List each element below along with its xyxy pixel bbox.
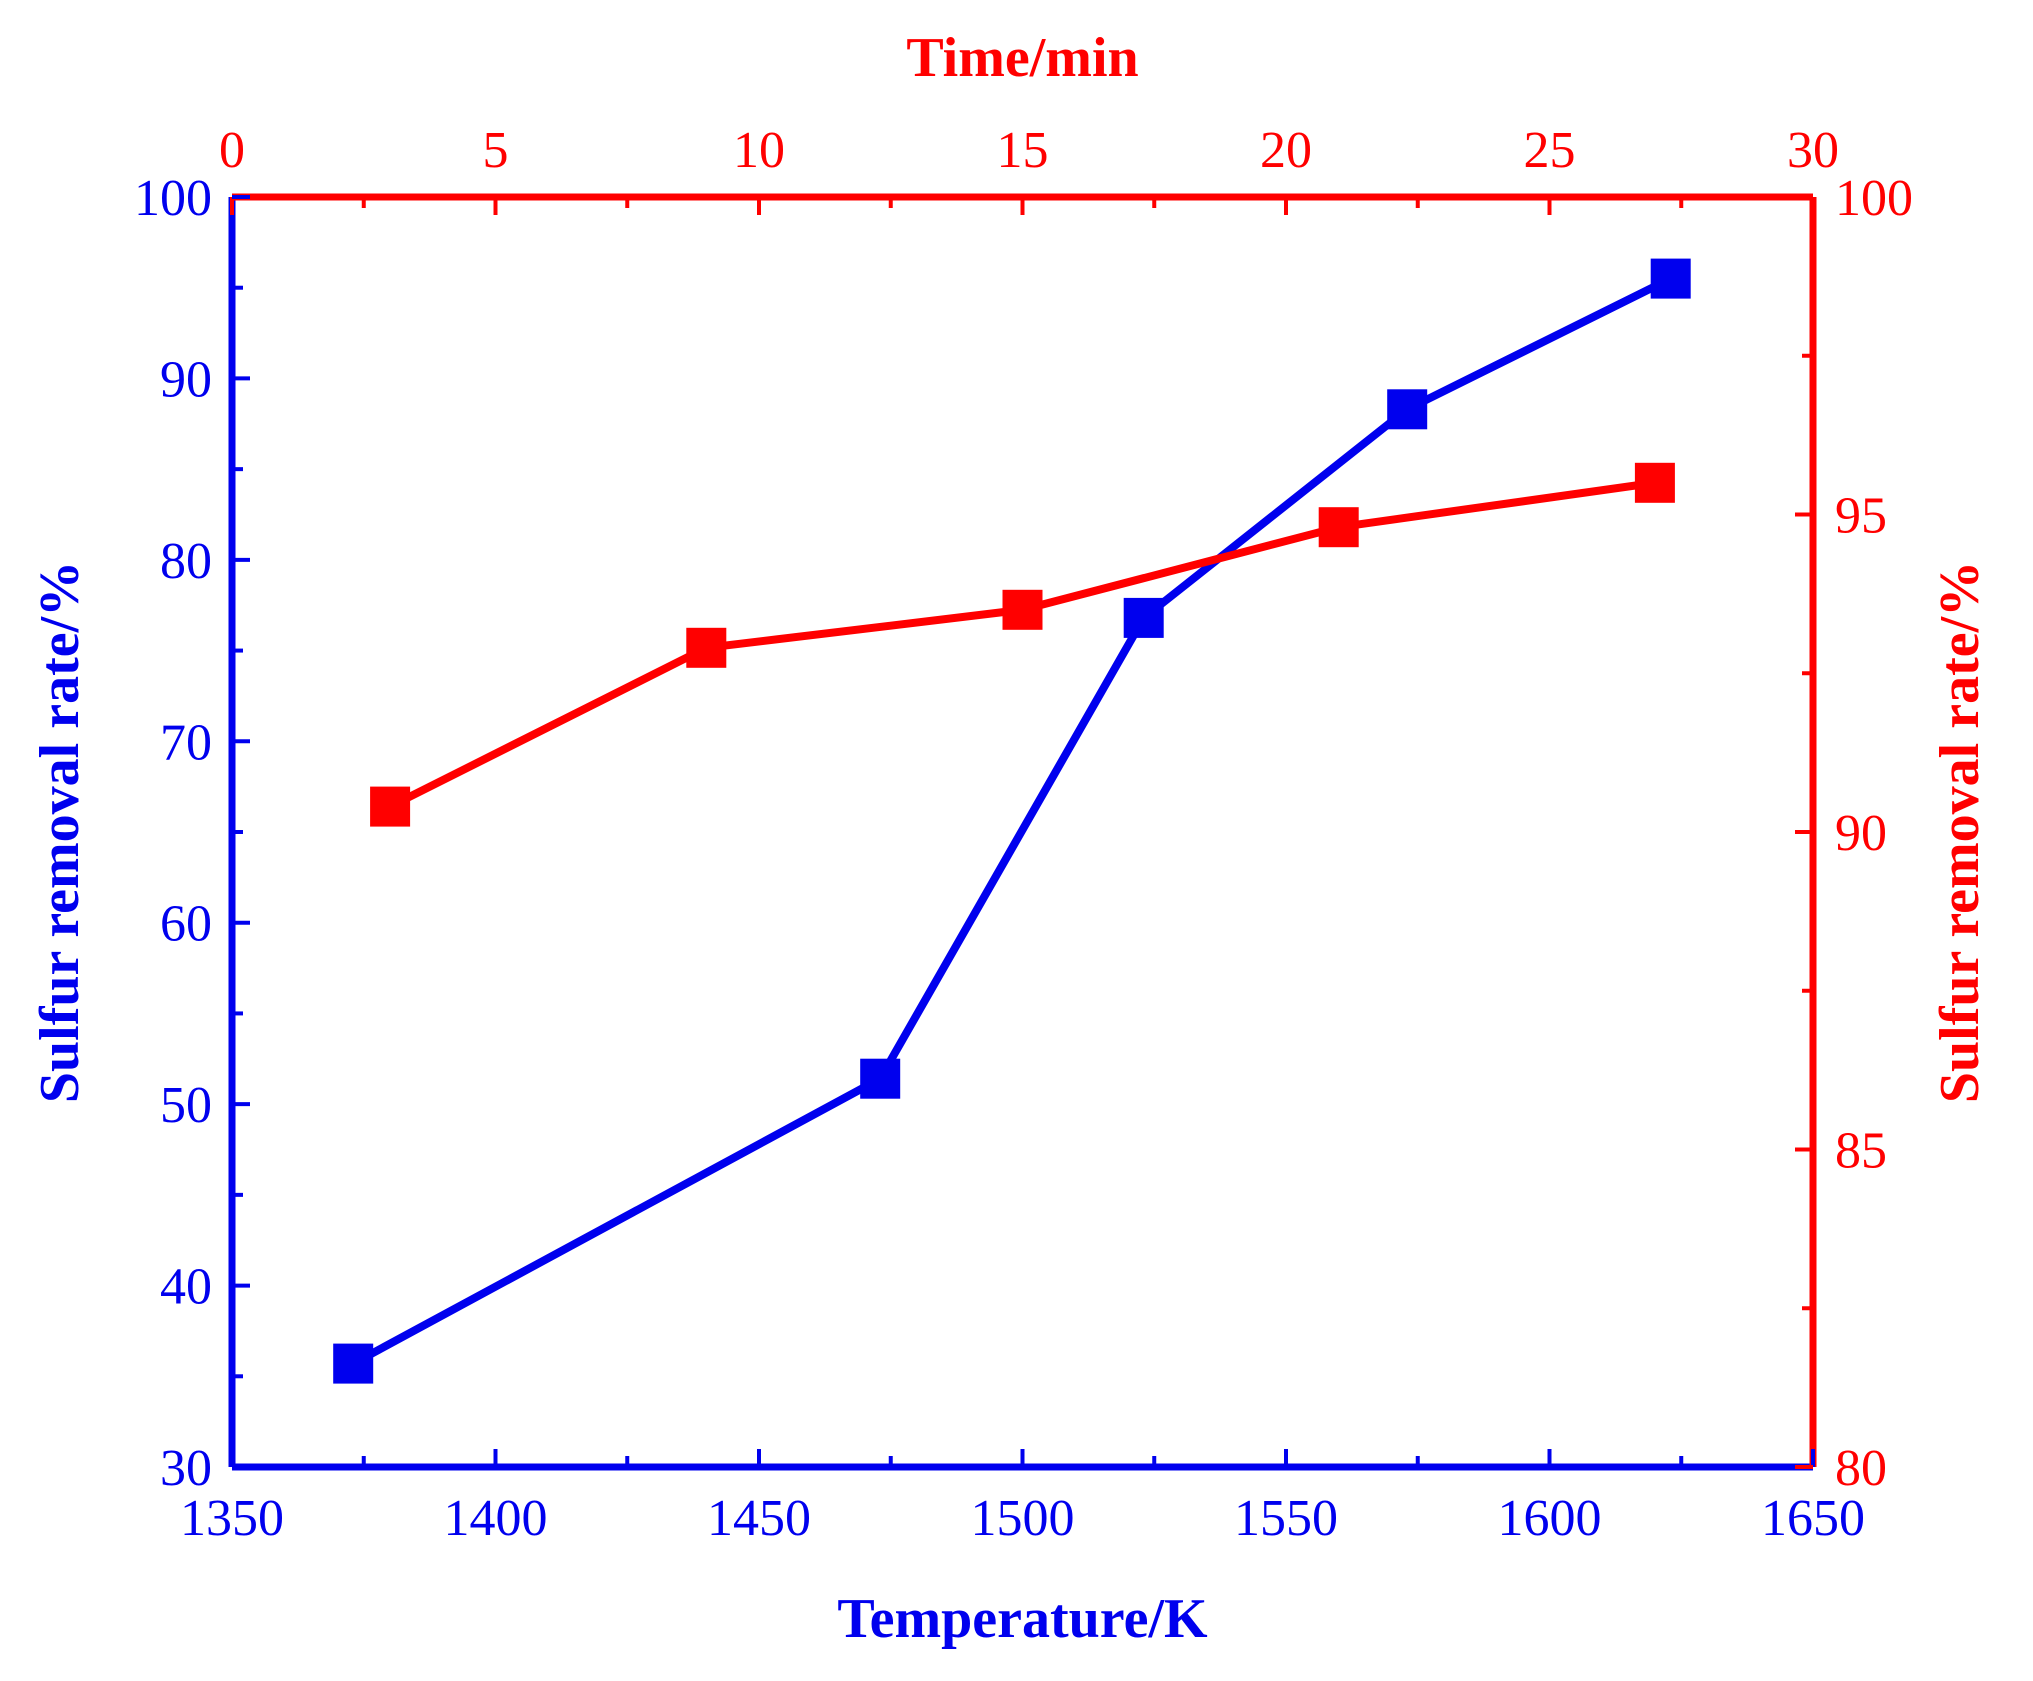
x-top-tick-label: 10: [733, 122, 785, 179]
y-right-tick-label: 85: [1835, 1123, 1887, 1180]
time-data-point: [1002, 589, 1043, 630]
x-bottom-tick-label: 1600: [1498, 1490, 1602, 1547]
axes-layer: [228, 193, 1817, 1471]
time-series-line: [388, 478, 1656, 811]
y-right-tick-label: 80: [1835, 1440, 1887, 1497]
y-left-tick-label: 70: [160, 714, 212, 771]
x-bottom-axis-title: Temperature/K: [837, 1588, 1208, 1650]
time-data-point: [1318, 507, 1359, 548]
y-right-tick-label: 100: [1835, 170, 1913, 227]
x-top-tick-label: 5: [483, 122, 509, 179]
labels-layer: 1350 1400 1450 1500 1550 1600 1650 0 5 10 15 20 25 30…: [134, 122, 1913, 1547]
time-data-point: [1634, 462, 1675, 503]
x-bottom-tick-label: 1650: [1761, 1490, 1865, 1547]
y-left-tick-label: 100: [134, 170, 212, 227]
time-data-point: [686, 627, 727, 668]
x-bottom-tick-label: 1450: [707, 1490, 811, 1547]
y-left-tick-label: 90: [160, 351, 212, 408]
y-right-tick-label: 90: [1835, 805, 1887, 862]
y-left-tick-label: 80: [160, 533, 212, 590]
temperature-data-point: [333, 1343, 374, 1384]
temperature-data-point: [1123, 597, 1164, 638]
x-top-tick-label: 30: [1787, 122, 1839, 179]
y-left-tick-label: 40: [160, 1259, 212, 1316]
x-top-axis-title: Time/min: [906, 27, 1138, 89]
series-layer: [333, 258, 1691, 1384]
x-bottom-tick-label: 1500: [971, 1490, 1075, 1547]
temperature-data-point: [860, 1058, 901, 1099]
x-top-tick-label: 25: [1524, 122, 1576, 179]
y-left-tick-label: 50: [160, 1077, 212, 1134]
temperature-series-line: [351, 275, 1673, 1368]
temperature-data-point: [1650, 258, 1691, 299]
y-left-tick-label: 30: [160, 1440, 212, 1497]
y-left-tick-label: 60: [160, 896, 212, 953]
x-bottom-tick-label: 1400: [444, 1490, 548, 1547]
y-right-tick-label: 95: [1835, 488, 1887, 545]
x-bottom-tick-label: 1350: [180, 1490, 284, 1547]
x-top-tick-label: 20: [1260, 122, 1312, 179]
y-right-axis-title: Sulfur removal rate/%: [1929, 561, 1991, 1103]
x-top-tick-label: 0: [219, 122, 245, 179]
time-data-point: [370, 786, 411, 827]
x-top-tick-label: 15: [997, 122, 1049, 179]
y-left-axis-title: Sulfur removal rate/%: [29, 561, 91, 1103]
x-bottom-tick-label: 1550: [1234, 1490, 1338, 1547]
temperature-data-point: [1387, 389, 1428, 430]
